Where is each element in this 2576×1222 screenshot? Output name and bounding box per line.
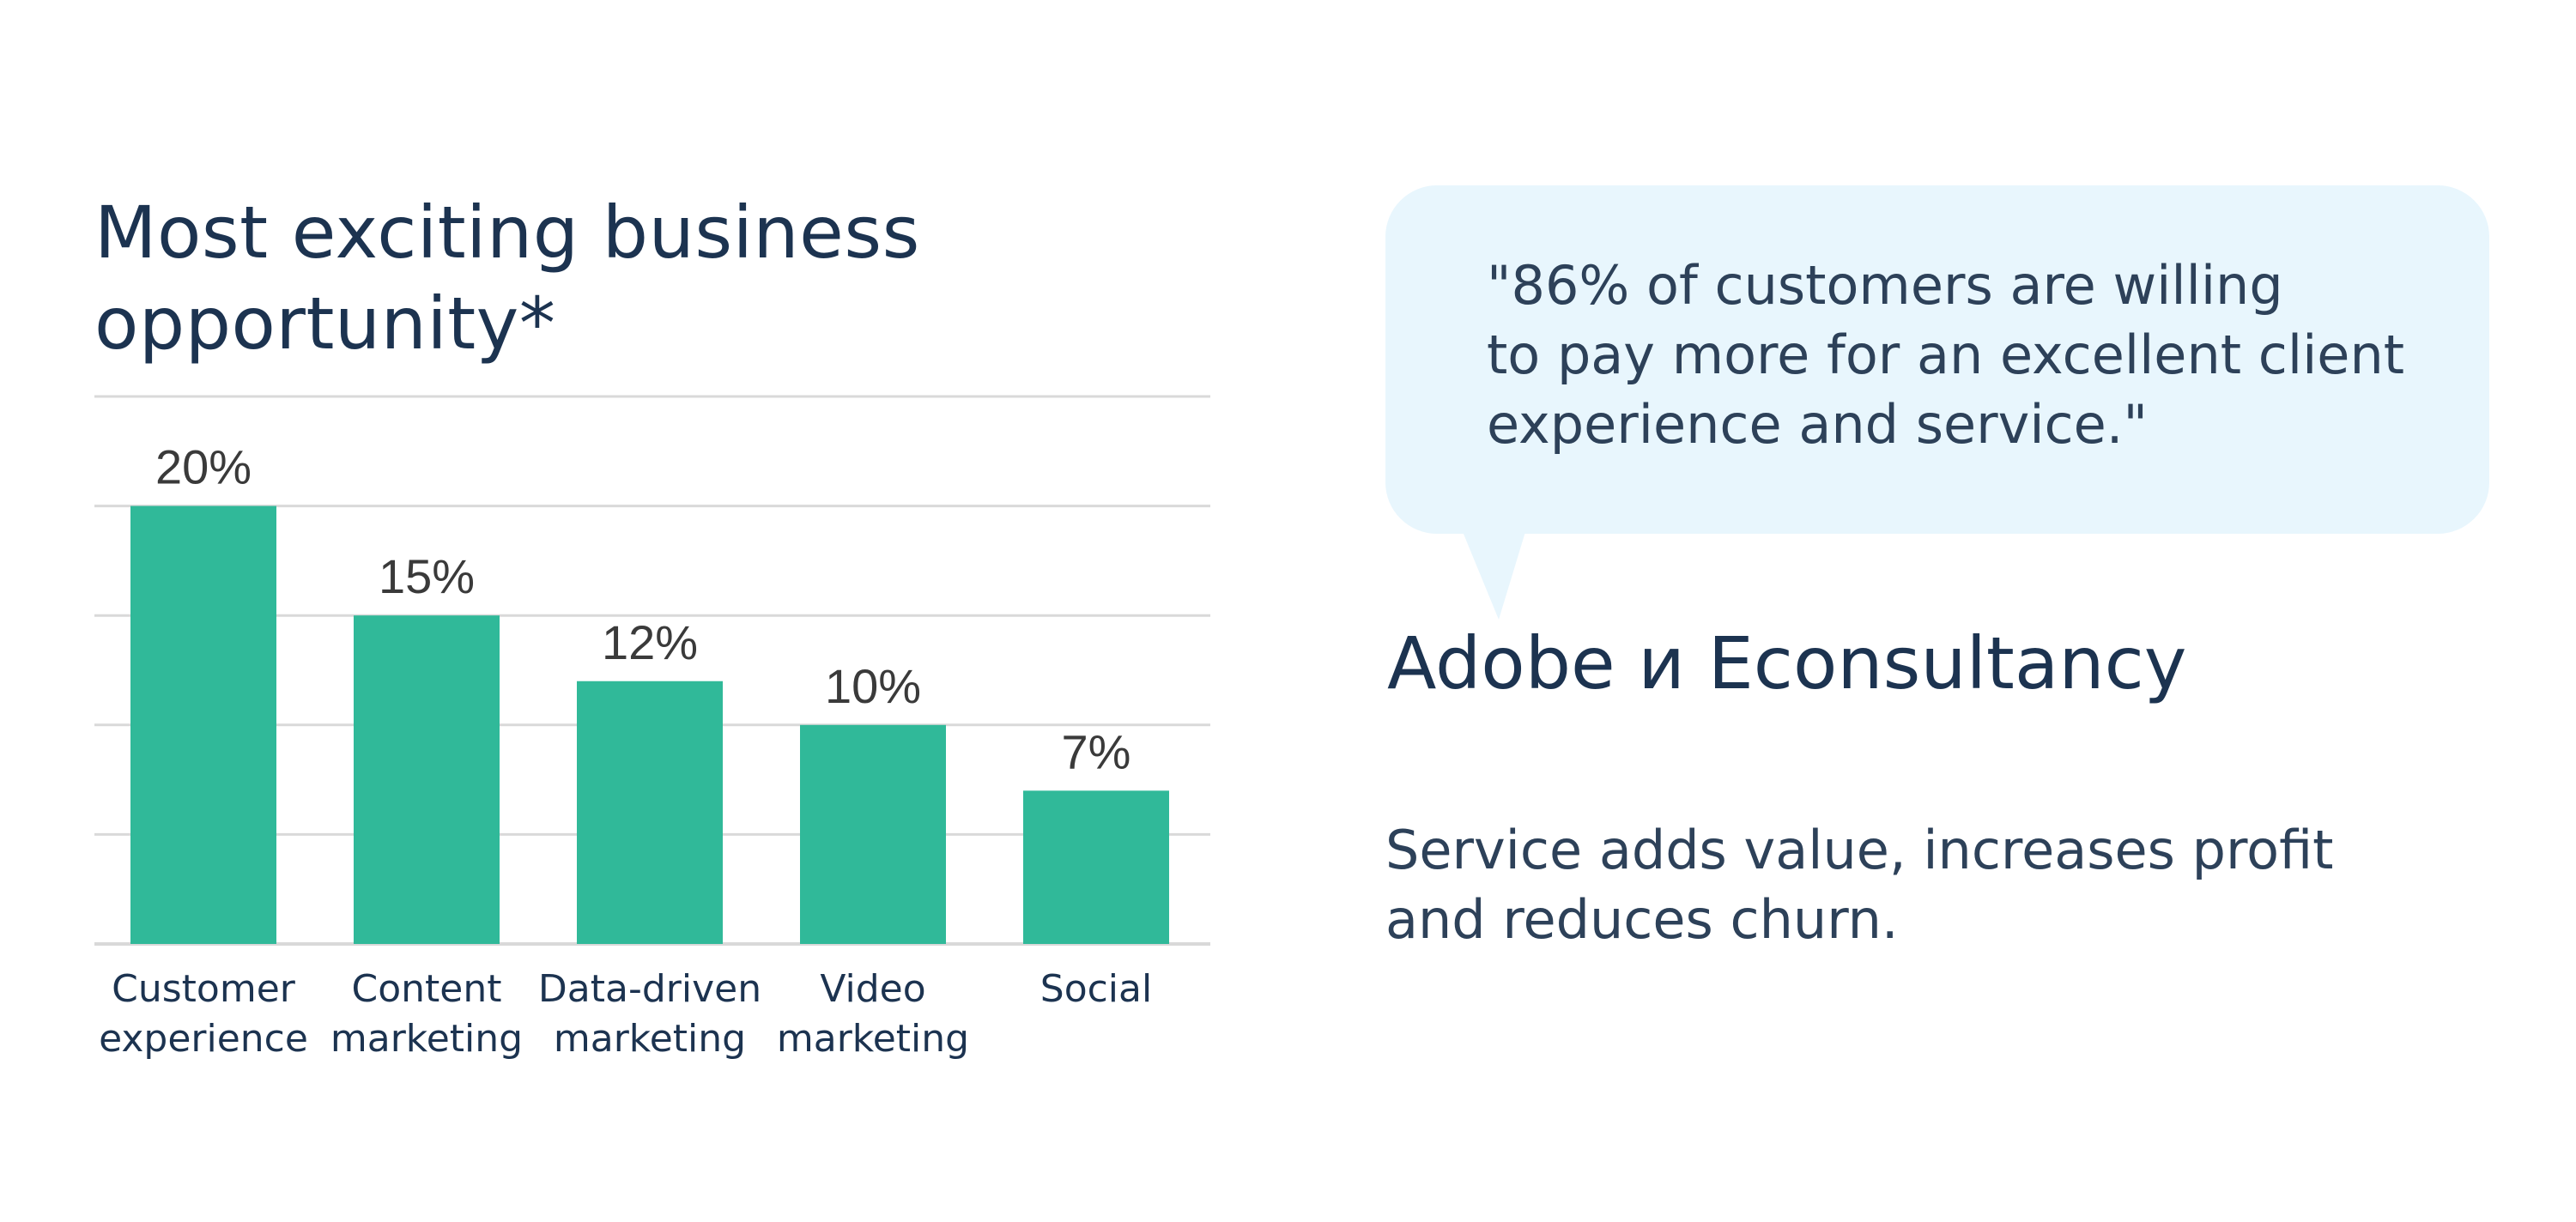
bar-value-label: 12%	[602, 615, 698, 669]
description-text: Service adds value, increases profit and…	[1385, 819, 2334, 951]
bar	[354, 615, 500, 944]
source-name: Adobe и Econsultancy	[1387, 621, 2187, 705]
category-label: Customer experience	[99, 967, 308, 1061]
quote-text: "86% of customers are willing to pay mor…	[1487, 254, 2405, 456]
category-label: Video marketing	[777, 967, 969, 1061]
value-labels: 20% 15% 12% 10% 7%	[155, 440, 1131, 779]
category-label: Social	[1040, 967, 1152, 1011]
bar-value-label: 7%	[1062, 724, 1131, 778]
bar-value-label: 20%	[155, 440, 252, 494]
bars	[130, 505, 1169, 944]
bar	[800, 724, 946, 944]
chart-title: Most exciting business opportunity*	[94, 191, 920, 366]
category-label: Data-driven marketing	[538, 967, 761, 1061]
bar	[130, 505, 276, 944]
bar	[1023, 790, 1169, 944]
bar-value-label: 10%	[825, 659, 921, 713]
quote-bubble	[1385, 185, 2489, 534]
category-label: Content marketing	[330, 967, 523, 1061]
bar-value-label: 15%	[379, 549, 475, 603]
bar	[577, 681, 723, 944]
